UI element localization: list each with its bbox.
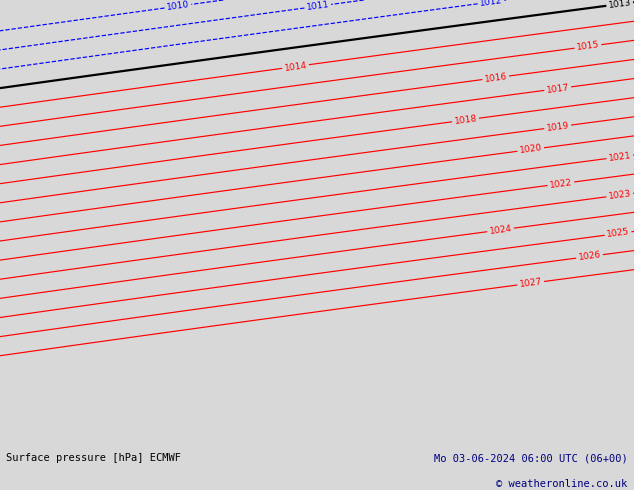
Text: 1019: 1019 — [546, 121, 570, 133]
Text: 1014: 1014 — [283, 61, 307, 73]
Text: 1023: 1023 — [608, 189, 631, 201]
Text: 1017: 1017 — [546, 83, 570, 95]
Text: 1027: 1027 — [519, 277, 543, 289]
Text: Surface pressure [hPa] ECMWF: Surface pressure [hPa] ECMWF — [6, 453, 181, 463]
Text: 1015: 1015 — [576, 41, 600, 52]
Text: 1011: 1011 — [306, 0, 330, 12]
Text: © weatheronline.co.uk: © weatheronline.co.uk — [496, 479, 628, 489]
Text: 1020: 1020 — [519, 144, 543, 155]
Text: Mo 03-06-2024 06:00 UTC (06+00): Mo 03-06-2024 06:00 UTC (06+00) — [434, 453, 628, 463]
Text: 1026: 1026 — [578, 250, 602, 262]
Text: 1022: 1022 — [549, 178, 573, 190]
Text: 1016: 1016 — [484, 72, 508, 84]
Text: 1013: 1013 — [608, 0, 631, 10]
Text: 1010: 1010 — [166, 0, 190, 12]
Text: 1024: 1024 — [489, 224, 512, 236]
Text: 1012: 1012 — [479, 0, 503, 8]
Text: 1018: 1018 — [453, 114, 477, 126]
Text: 1021: 1021 — [608, 151, 631, 163]
Text: 1025: 1025 — [606, 227, 630, 240]
